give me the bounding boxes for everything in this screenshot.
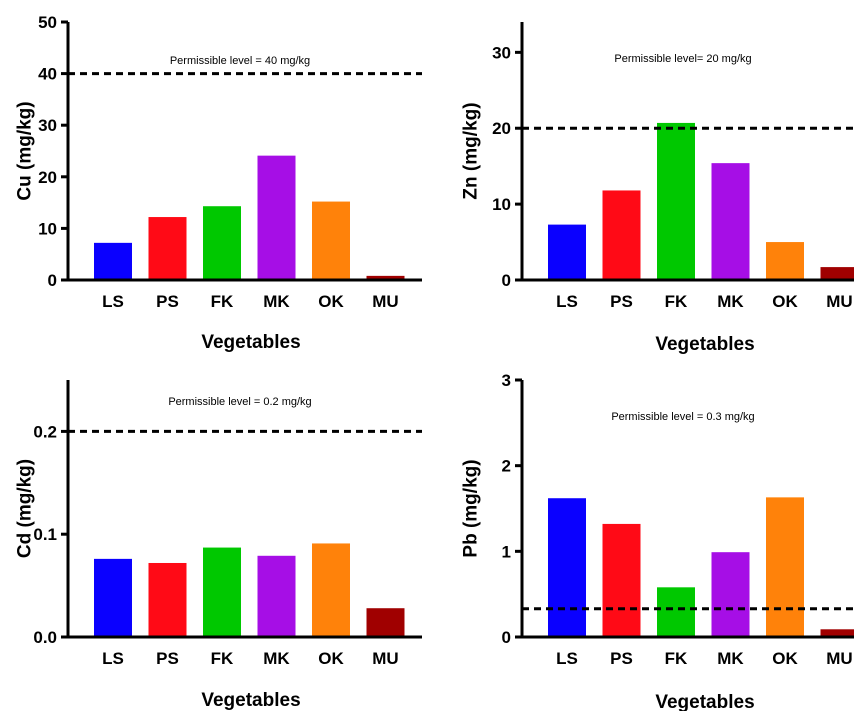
bar-pb-ls bbox=[548, 498, 586, 637]
bar-zn-mu bbox=[820, 267, 854, 280]
bar-pb-ok bbox=[766, 497, 804, 637]
x-tick-label: MU bbox=[826, 292, 852, 311]
x-tick-label: MK bbox=[717, 292, 744, 311]
y-axis-title: Cd (mg/kg) bbox=[15, 459, 36, 558]
bar-zn-ok bbox=[766, 242, 804, 280]
x-tick-label: OK bbox=[772, 292, 798, 311]
x-axis-title: Vegetables bbox=[201, 332, 300, 353]
y-axis-title: Cu (mg/kg) bbox=[15, 101, 36, 200]
y-tick-label: 0.2 bbox=[33, 422, 57, 441]
bar-zn-ls bbox=[548, 224, 586, 280]
bar-zn-fk bbox=[657, 122, 695, 281]
y-tick-label: 10 bbox=[38, 219, 57, 238]
bar-cd-ok bbox=[312, 543, 350, 637]
y-axis-title: Zn (mg/kg) bbox=[461, 102, 482, 199]
permissible-level-label: Permissible level = 0.3 mg/kg bbox=[611, 411, 754, 423]
x-tick-label: OK bbox=[318, 649, 344, 668]
x-tick-label: PS bbox=[610, 292, 633, 311]
x-tick-label: PS bbox=[156, 649, 179, 668]
permissible-level-label: Permissible level = 40 mg/kg bbox=[170, 55, 310, 67]
chart-panel-zn: LS PS FK MK OK MU Permissible level= 20 mg/kg 0… bbox=[461, 22, 854, 355]
y-tick-label: 10 bbox=[492, 195, 511, 214]
bar-zn-ps bbox=[602, 190, 641, 280]
bar-cu-mk bbox=[257, 155, 296, 280]
bar-pb-mu bbox=[820, 629, 854, 637]
bar-cd-mu bbox=[366, 608, 405, 637]
bar-zn-mk bbox=[711, 163, 750, 280]
bar-cu-mu bbox=[366, 275, 405, 280]
x-tick-label: LS bbox=[102, 292, 124, 311]
y-tick-label: 20 bbox=[38, 168, 57, 187]
bar-cu-ok bbox=[312, 201, 350, 280]
x-tick-label: LS bbox=[556, 292, 578, 311]
x-axis-title: Vegetables bbox=[201, 690, 300, 711]
y-tick-label: 0 bbox=[502, 628, 511, 647]
x-tick-label: MK bbox=[263, 649, 290, 668]
x-tick-label: FK bbox=[665, 292, 688, 311]
bar-pb-ps bbox=[602, 523, 641, 637]
x-tick-label: MU bbox=[372, 292, 398, 311]
permissible-level-label: Permissible level= 20 mg/kg bbox=[614, 53, 751, 65]
x-tick-label: MU bbox=[372, 649, 398, 668]
chart-panel-cd: LS PS FK MK OK MU Permissible level = 0.2 mg/k… bbox=[15, 380, 422, 711]
x-tick-label: PS bbox=[610, 649, 633, 668]
y-tick-label: 0.0 bbox=[33, 628, 57, 647]
y-tick-label: 0 bbox=[48, 271, 57, 290]
y-tick-label: 30 bbox=[492, 43, 511, 62]
chart-panel-cu: LS PS FK MK OK MU Permissible level = 40 mg/kg… bbox=[15, 13, 422, 353]
x-axis-title: Vegetables bbox=[655, 334, 754, 355]
y-tick-label: 30 bbox=[38, 116, 57, 135]
x-tick-label: FK bbox=[211, 292, 234, 311]
y-axis-title: Pb (mg/kg) bbox=[461, 459, 482, 557]
bar-cu-ps bbox=[148, 217, 187, 280]
x-tick-label: LS bbox=[102, 649, 124, 668]
chart-panel-pb: LS PS FK MK OK MU Permissible level = 0.3 mg/k… bbox=[461, 371, 854, 711]
x-tick-label: OK bbox=[318, 292, 344, 311]
bar-cu-fk bbox=[203, 206, 241, 280]
x-tick-label: MU bbox=[826, 649, 852, 668]
x-axis-title: Vegetables bbox=[655, 692, 754, 711]
bar-pb-mk bbox=[711, 552, 750, 637]
x-tick-label: PS bbox=[156, 292, 179, 311]
x-tick-label: FK bbox=[665, 649, 688, 668]
permissible-level-label: Permissible level = 0.2 mg/kg bbox=[168, 396, 311, 408]
y-tick-label: 2 bbox=[502, 457, 511, 476]
bar-cd-mk bbox=[257, 555, 296, 637]
y-tick-label: 50 bbox=[38, 13, 57, 32]
x-tick-label: MK bbox=[263, 292, 290, 311]
x-tick-label: MK bbox=[717, 649, 744, 668]
bar-cd-fk bbox=[203, 547, 241, 637]
y-tick-label: 0 bbox=[502, 271, 511, 290]
bar-cd-ps bbox=[148, 562, 187, 637]
bar-pb-fk bbox=[657, 587, 695, 637]
y-tick-label: 40 bbox=[38, 65, 57, 84]
bar-cu-ls bbox=[94, 242, 132, 280]
y-tick-label: 0.1 bbox=[33, 525, 57, 544]
y-tick-label: 3 bbox=[502, 371, 511, 390]
y-tick-label: 20 bbox=[492, 119, 511, 138]
x-tick-label: OK bbox=[772, 649, 798, 668]
x-tick-label: LS bbox=[556, 649, 578, 668]
bar-cd-ls bbox=[94, 558, 132, 637]
x-tick-label: FK bbox=[211, 649, 234, 668]
y-tick-label: 1 bbox=[502, 542, 511, 561]
